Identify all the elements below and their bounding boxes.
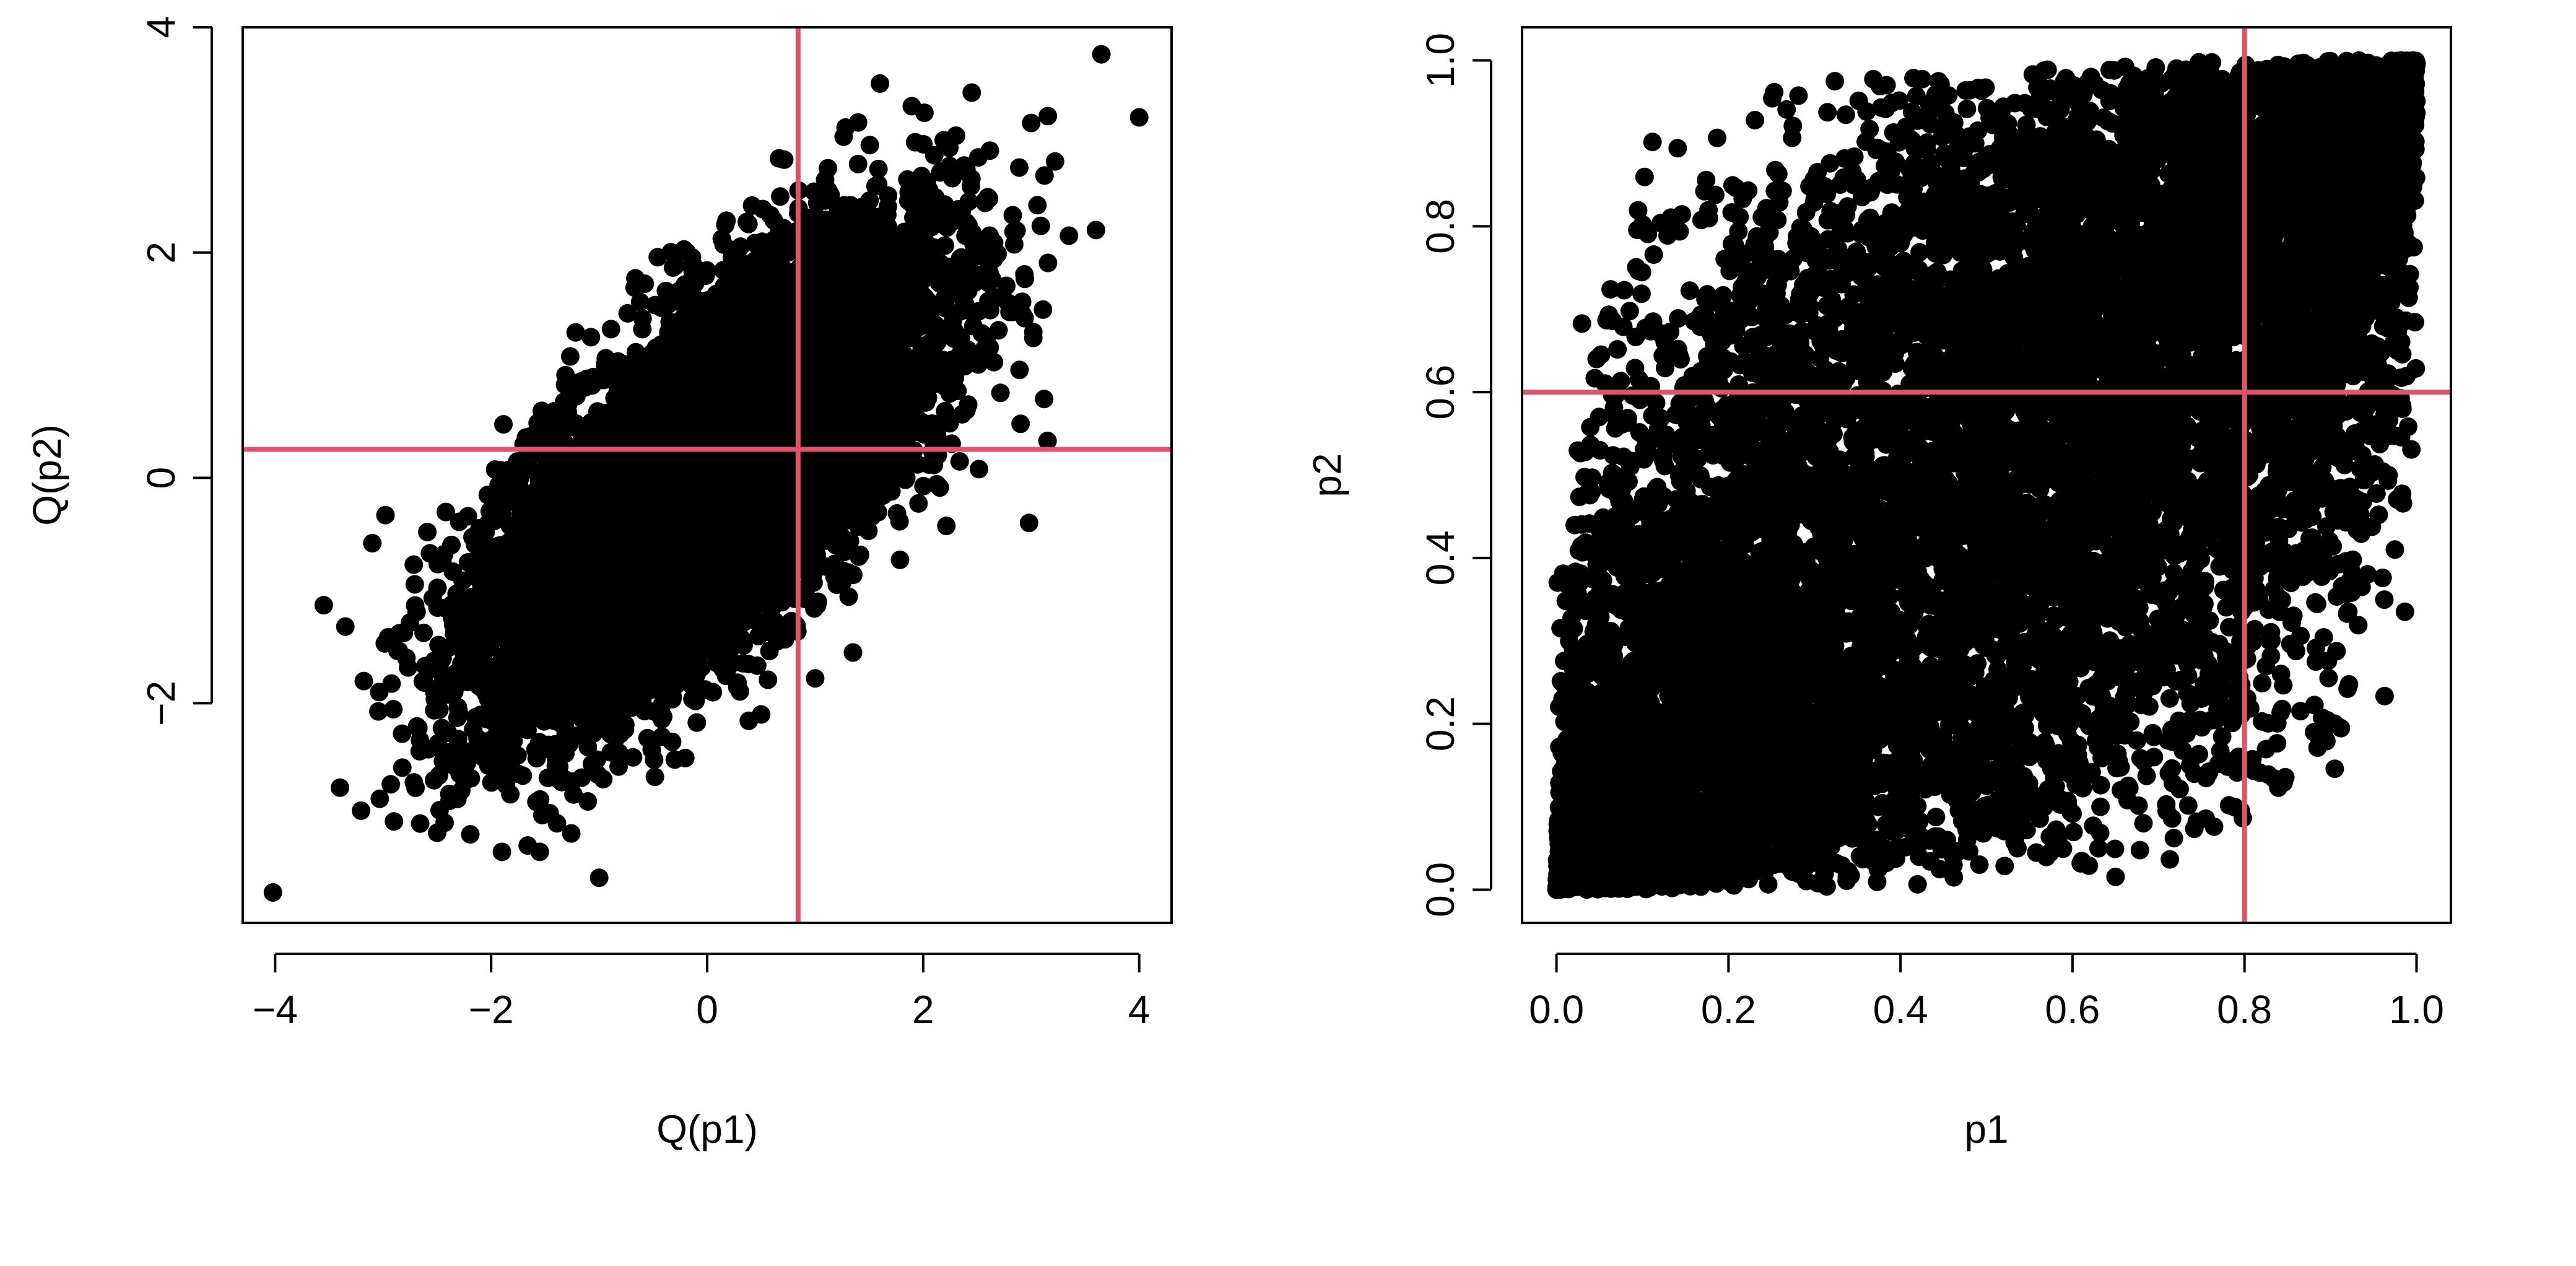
panel-1-point — [449, 702, 468, 721]
panel-1-point — [1038, 253, 1058, 273]
panel-1-point — [633, 320, 652, 339]
panel-1-point — [384, 700, 403, 719]
panel-1-point — [399, 658, 418, 677]
panel-1-point — [381, 775, 400, 794]
panel-1-point — [461, 825, 480, 844]
panel-1-point — [645, 767, 664, 787]
panel-1-point — [1045, 152, 1064, 171]
panel-1-point — [860, 136, 879, 155]
panel-1-point — [1031, 216, 1050, 235]
panel-1-point — [703, 683, 723, 702]
panel-1-point — [404, 555, 424, 574]
panel-1-point — [393, 758, 412, 777]
panel-1-point — [376, 505, 395, 525]
panel-1-point — [560, 347, 580, 366]
panel-1-point — [494, 415, 513, 434]
panel-1-point — [950, 452, 969, 471]
panel-1-point — [1028, 196, 1047, 215]
panel-1-point — [354, 671, 373, 691]
panel-1-point — [581, 328, 601, 347]
panel-1-point — [485, 460, 505, 479]
panel-1-point — [1010, 158, 1029, 177]
panel-1-point — [687, 713, 707, 732]
panel-1-point — [437, 502, 455, 522]
panel-1-point — [742, 196, 762, 215]
panel-1-point — [1038, 107, 1058, 126]
panel-1-point — [819, 159, 838, 178]
panel-1-point — [848, 154, 868, 173]
panel-1-point — [393, 724, 412, 743]
panel-1-points — [263, 45, 1149, 902]
panel-1-point — [405, 575, 424, 594]
panel-1-point — [352, 801, 371, 820]
